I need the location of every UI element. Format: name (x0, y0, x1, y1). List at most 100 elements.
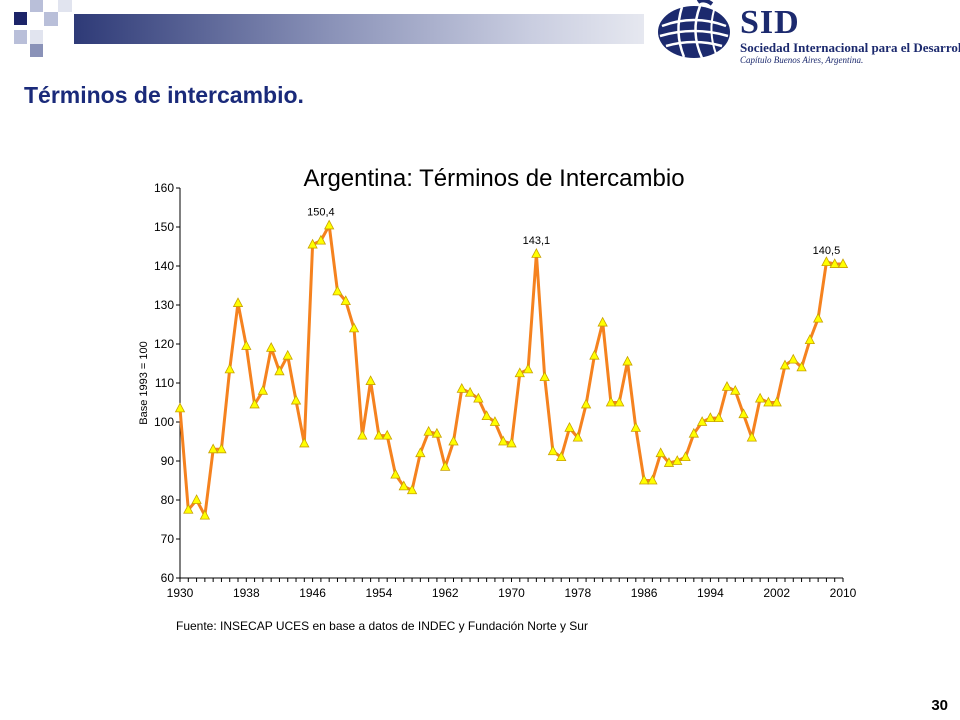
x-tick-label: 2010 (830, 586, 857, 600)
data-point (324, 219, 335, 230)
data-point (431, 427, 443, 438)
data-point (448, 435, 459, 446)
decor-square (30, 0, 43, 12)
data-point (804, 334, 816, 345)
x-tick-label: 2002 (763, 586, 790, 600)
data-point (622, 355, 633, 366)
data-point (440, 460, 451, 471)
data-point (655, 447, 666, 458)
data-point (216, 443, 227, 454)
data-point (348, 322, 360, 333)
data-point (274, 365, 285, 376)
data-point (556, 451, 567, 462)
data-point (257, 384, 269, 395)
logo-subtitle: Sociedad Internacional para el Desarroll… (740, 40, 960, 55)
data-point (183, 503, 194, 514)
y-tick-label: 160 (154, 181, 174, 195)
y-tick-label: 110 (155, 376, 174, 390)
data-point (812, 312, 824, 323)
x-tick-label: 1962 (432, 586, 459, 600)
decor-square (14, 12, 27, 25)
data-point (630, 421, 641, 432)
data-point (696, 416, 708, 426)
data-point (680, 451, 691, 462)
data-point (754, 392, 766, 403)
data-point (589, 349, 600, 360)
data-point (481, 410, 492, 421)
decor-square (30, 30, 43, 44)
page-title: Términos de intercambio. (24, 82, 304, 108)
y-tick-label: 90 (161, 454, 175, 468)
data-point (721, 381, 733, 391)
data-point (539, 371, 550, 382)
data-point (713, 412, 724, 423)
data-point (498, 435, 509, 446)
data-point (373, 429, 385, 440)
decor-square (58, 0, 72, 12)
data-point (390, 468, 401, 479)
decor-square (30, 44, 43, 57)
data-point (705, 412, 716, 423)
data-point (357, 429, 368, 440)
data-point (638, 474, 650, 485)
y-tick-label: 140 (154, 259, 174, 273)
data-point (265, 342, 277, 352)
x-tick-label: 1930 (167, 586, 194, 600)
data-point (779, 359, 791, 370)
data-point (837, 258, 849, 268)
data-point (382, 429, 393, 440)
x-tick-label: 1994 (697, 586, 724, 600)
data-point (464, 386, 476, 397)
data-point (688, 427, 699, 438)
data-point (763, 396, 774, 407)
data-point (406, 484, 418, 495)
data-label: 140,5 (813, 245, 841, 257)
data-point (547, 445, 559, 456)
y-tick-label: 70 (161, 532, 175, 546)
data-point (821, 256, 832, 266)
data-point (514, 367, 525, 378)
data-point (564, 421, 575, 432)
data-point (580, 398, 592, 409)
data-point (398, 480, 409, 491)
data-point (340, 295, 351, 306)
data-point (299, 437, 310, 448)
decor-square (44, 12, 58, 26)
data-point (746, 431, 758, 442)
data-point (307, 238, 318, 249)
line-chart: Argentina: Términos de Intercambio Base … (138, 165, 857, 633)
data-point (232, 297, 244, 307)
header-band (74, 14, 644, 44)
data-point (282, 349, 293, 360)
data-point (738, 408, 749, 419)
data-point (456, 382, 467, 393)
data-point (473, 392, 484, 403)
globe-icon (658, 0, 730, 59)
data-label: 143,1 (523, 235, 551, 247)
x-tick-label: 1954 (366, 586, 393, 600)
data-point (647, 474, 658, 485)
y-tick-label: 150 (154, 220, 174, 234)
chart: Argentina: Términos de Intercambio Base … (120, 150, 860, 640)
data-point (531, 248, 542, 258)
x-tick-label: 1986 (631, 586, 658, 600)
data-point (191, 494, 202, 504)
data-label: 150,4 (307, 206, 335, 218)
slide-number: 30 (931, 697, 948, 714)
data-point (249, 398, 260, 409)
data-point (672, 455, 683, 465)
data-point (199, 509, 211, 520)
data-point (423, 425, 434, 436)
data-point (796, 361, 807, 372)
y-axis-label: Base 1993 = 100 (138, 341, 150, 425)
x-tick-label: 1946 (299, 586, 326, 600)
data-point (522, 363, 534, 374)
data-point (365, 375, 376, 385)
data-point (290, 394, 302, 405)
data-point (597, 316, 608, 327)
data-point (489, 416, 501, 426)
y-tick-label: 120 (154, 337, 174, 351)
data-point (506, 437, 517, 448)
data-point (332, 285, 343, 296)
data-point (663, 457, 675, 467)
